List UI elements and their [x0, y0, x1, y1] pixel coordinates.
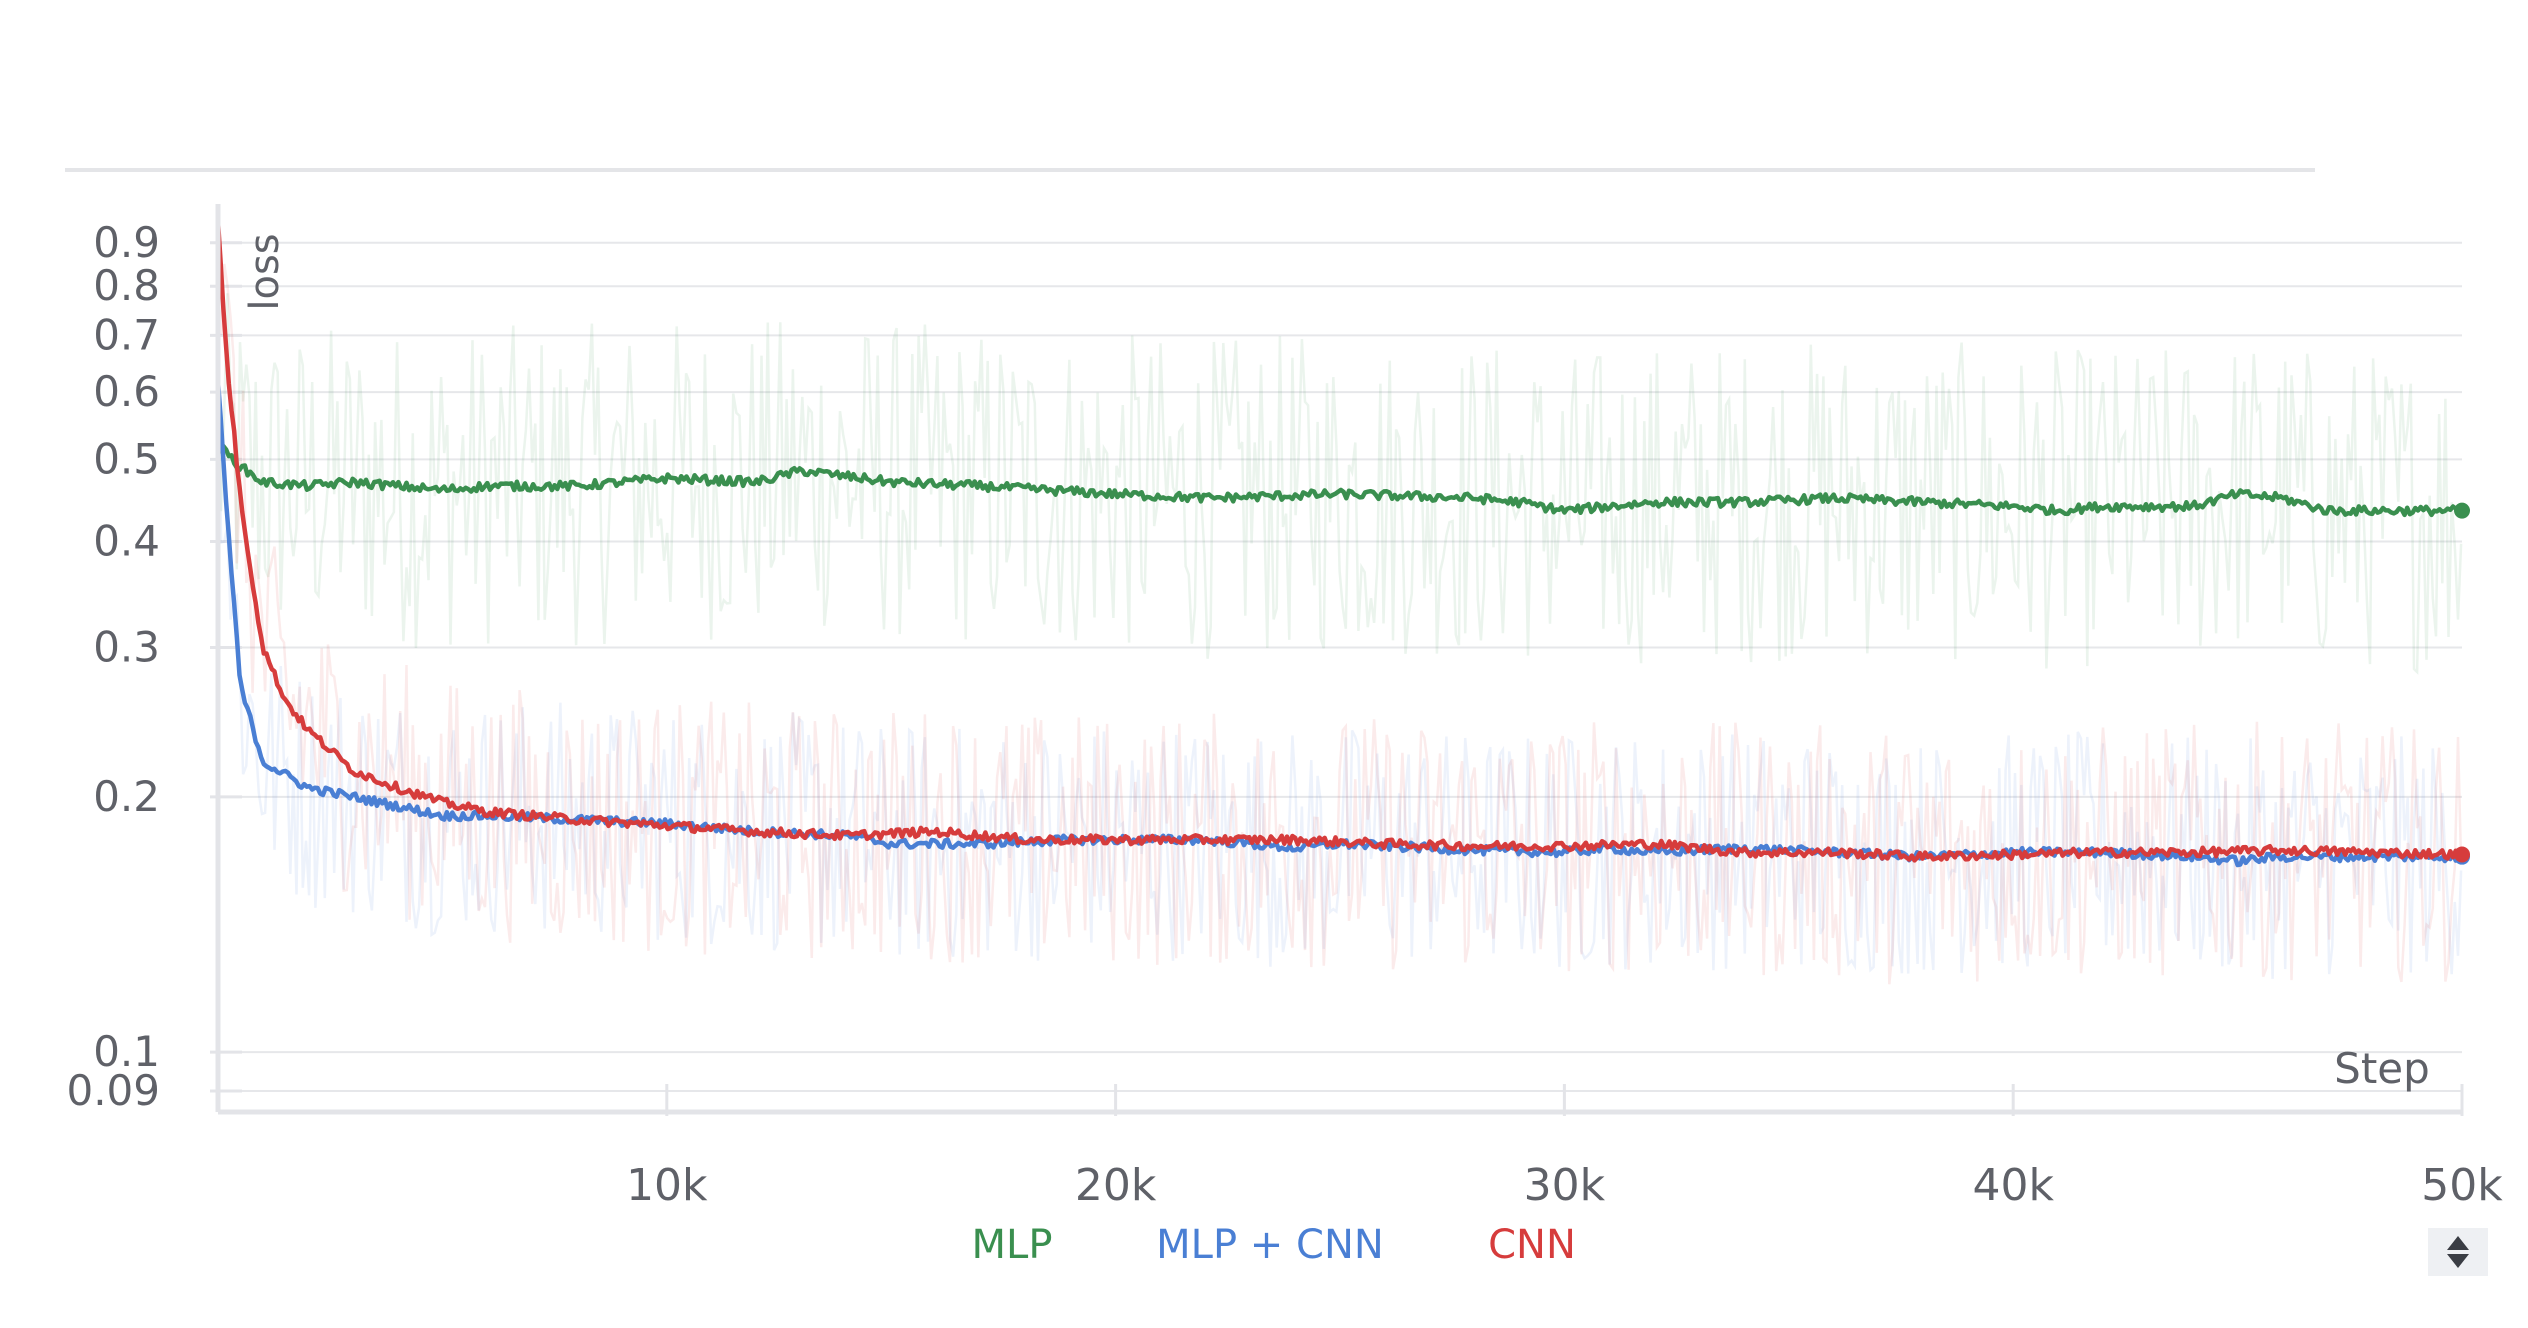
legend-scroll-control[interactable]: [2428, 1228, 2488, 1276]
noise-trace: [216, 328, 2463, 979]
y-tick-label: 0.3: [93, 622, 160, 671]
legend: MLP MLP + CNN CNN: [972, 1222, 1576, 1268]
series-line: [215, 443, 2464, 518]
y-tick-label: 0.8: [93, 261, 160, 310]
x-tick-label: 50k: [2421, 1160, 2503, 1211]
y-tick-label: 0.1: [93, 1027, 160, 1076]
legend-item[interactable]: MLP + CNN: [1156, 1222, 1384, 1268]
gridlines: [210, 241, 2464, 1116]
series-lines: [215, 221, 2470, 868]
y-axis-label: loss: [242, 233, 288, 310]
y-tick-label: 0.09: [66, 1066, 160, 1115]
y-tick-label: 0.7: [93, 310, 160, 359]
x-tick-label: 30k: [1524, 1160, 1606, 1211]
chevron-up-icon[interactable]: [2447, 1236, 2469, 1250]
x-tick-label: 40k: [1972, 1160, 2054, 1211]
raw-noise-traces: [216, 263, 2463, 985]
noise-trace: [216, 293, 2463, 675]
y-tick-label: 0.5: [93, 434, 160, 483]
y-tick-label: 0.2: [93, 772, 160, 821]
chevron-down-icon[interactable]: [2447, 1254, 2469, 1268]
x-tick-labels: 10k 20k 30k 40k 50k: [626, 1160, 2503, 1211]
series-end-marker: [2454, 846, 2470, 863]
y-tick-label: 0.6: [93, 367, 160, 416]
legend-item[interactable]: CNN: [1488, 1222, 1576, 1268]
y-tick-labels: 0.090.1 0.2 0.3 0.4 0.5 0.6 0.70.80.9: [66, 218, 160, 1115]
y-tick-label: 0.9: [93, 218, 160, 267]
x-axis-label: Step: [2334, 1044, 2430, 1093]
series-line: [215, 221, 2463, 863]
y-tick-label: 0.4: [93, 517, 160, 566]
noise-trace: [216, 263, 2463, 985]
series-end-marker: [2454, 502, 2470, 519]
x-tick-label: 10k: [626, 1160, 708, 1211]
axes: [215, 204, 2462, 1115]
x-tick-label: 20k: [1075, 1160, 1157, 1211]
legend-item[interactable]: MLP: [972, 1222, 1053, 1268]
